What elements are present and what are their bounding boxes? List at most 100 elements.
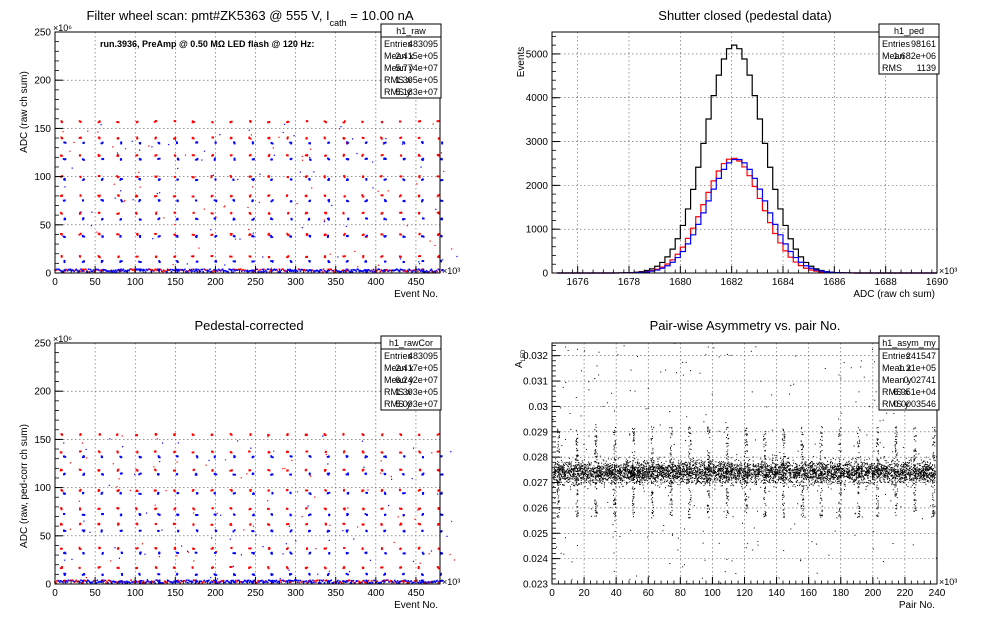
point-baseline <box>317 581 320 584</box>
asym-point <box>879 471 881 473</box>
point-baseline <box>215 269 218 272</box>
point-baseline <box>366 270 368 273</box>
point-red <box>306 433 309 436</box>
asym-point <box>785 478 787 480</box>
point-scatter <box>220 514 222 516</box>
point-scatter <box>153 466 155 468</box>
asym-point <box>880 473 882 475</box>
point-blue <box>138 142 141 145</box>
asym-point <box>715 475 717 477</box>
point-red <box>418 255 420 258</box>
point-baseline <box>81 581 83 584</box>
asym-point <box>787 465 789 467</box>
point-baseline <box>68 579 71 582</box>
point-baseline <box>77 580 79 583</box>
point-blue <box>119 177 122 180</box>
asym-point <box>789 467 791 469</box>
point-baseline <box>300 268 303 271</box>
point-blue <box>63 235 66 238</box>
point-scatter <box>139 149 141 151</box>
y-tick-label: 50 <box>40 220 52 231</box>
point-baseline <box>412 581 414 584</box>
asym-point <box>888 478 890 480</box>
asym-point <box>619 477 621 479</box>
point-baseline <box>411 270 413 273</box>
asym-point <box>587 480 589 482</box>
point-scatter <box>267 500 269 502</box>
point-baseline <box>146 269 149 272</box>
point-scatter <box>259 173 261 175</box>
point-red <box>380 175 383 178</box>
point-baseline <box>82 268 84 271</box>
point-baseline <box>315 581 317 584</box>
point-blue <box>157 473 160 476</box>
asym-point <box>786 470 788 472</box>
point-scatter <box>112 463 114 465</box>
point-blue <box>196 529 199 532</box>
point-red <box>286 136 289 139</box>
point-blue <box>120 530 123 532</box>
point-red <box>136 490 139 492</box>
point-baseline <box>313 270 315 273</box>
point-baseline <box>329 268 332 271</box>
point-baseline <box>139 268 142 270</box>
point-red <box>191 566 194 569</box>
point-blue <box>403 530 406 533</box>
point-baseline <box>91 270 94 273</box>
point-blue <box>233 158 236 161</box>
point-red <box>380 233 383 236</box>
point-baseline <box>89 581 92 584</box>
asym-point <box>774 469 776 471</box>
point-blue <box>176 218 179 221</box>
asym-point <box>775 471 777 473</box>
asym-point <box>659 473 661 475</box>
point-blue <box>215 579 218 582</box>
point-baseline <box>110 269 113 272</box>
point-baseline <box>301 580 304 583</box>
asym-point <box>618 482 620 484</box>
asym-point <box>706 478 708 480</box>
point-red <box>136 137 139 140</box>
point-red <box>230 154 233 157</box>
point-red <box>305 175 308 178</box>
point-scatter <box>337 256 339 258</box>
asym-point <box>597 463 599 465</box>
point-baseline <box>73 270 76 273</box>
asym-point <box>704 462 706 464</box>
point-red <box>117 507 120 510</box>
asym-point <box>568 469 570 471</box>
asym-point <box>743 475 745 477</box>
point-baseline <box>163 580 166 582</box>
asym-point <box>626 482 628 484</box>
asym-point <box>918 468 920 470</box>
asym-point <box>860 468 862 470</box>
point-baseline <box>343 269 346 272</box>
point-scatter <box>186 263 188 265</box>
point-red <box>79 450 82 453</box>
asym-point <box>555 473 557 475</box>
point-blue <box>100 260 103 262</box>
point-blue <box>422 217 425 220</box>
point-blue <box>270 236 273 239</box>
point-blue <box>290 455 293 458</box>
x-tick-label: 200 <box>207 277 224 288</box>
point-red <box>437 489 440 492</box>
asym-point <box>622 479 624 481</box>
point-blue <box>365 472 367 475</box>
asym-point <box>720 476 722 478</box>
asym-point <box>884 470 886 472</box>
point-baseline <box>80 579 82 582</box>
asym-point <box>601 462 603 464</box>
point-baseline <box>165 581 168 584</box>
point-baseline <box>343 580 346 583</box>
point-baseline <box>161 581 163 584</box>
asym-point <box>744 470 746 472</box>
point-blue <box>384 260 386 263</box>
point-baseline <box>241 581 244 584</box>
asym-point <box>754 477 756 479</box>
x-tick-label: 350 <box>327 588 344 599</box>
point-baseline <box>103 269 105 271</box>
point-baseline <box>76 580 78 583</box>
point-baseline <box>237 269 239 271</box>
point-blue <box>82 491 84 494</box>
